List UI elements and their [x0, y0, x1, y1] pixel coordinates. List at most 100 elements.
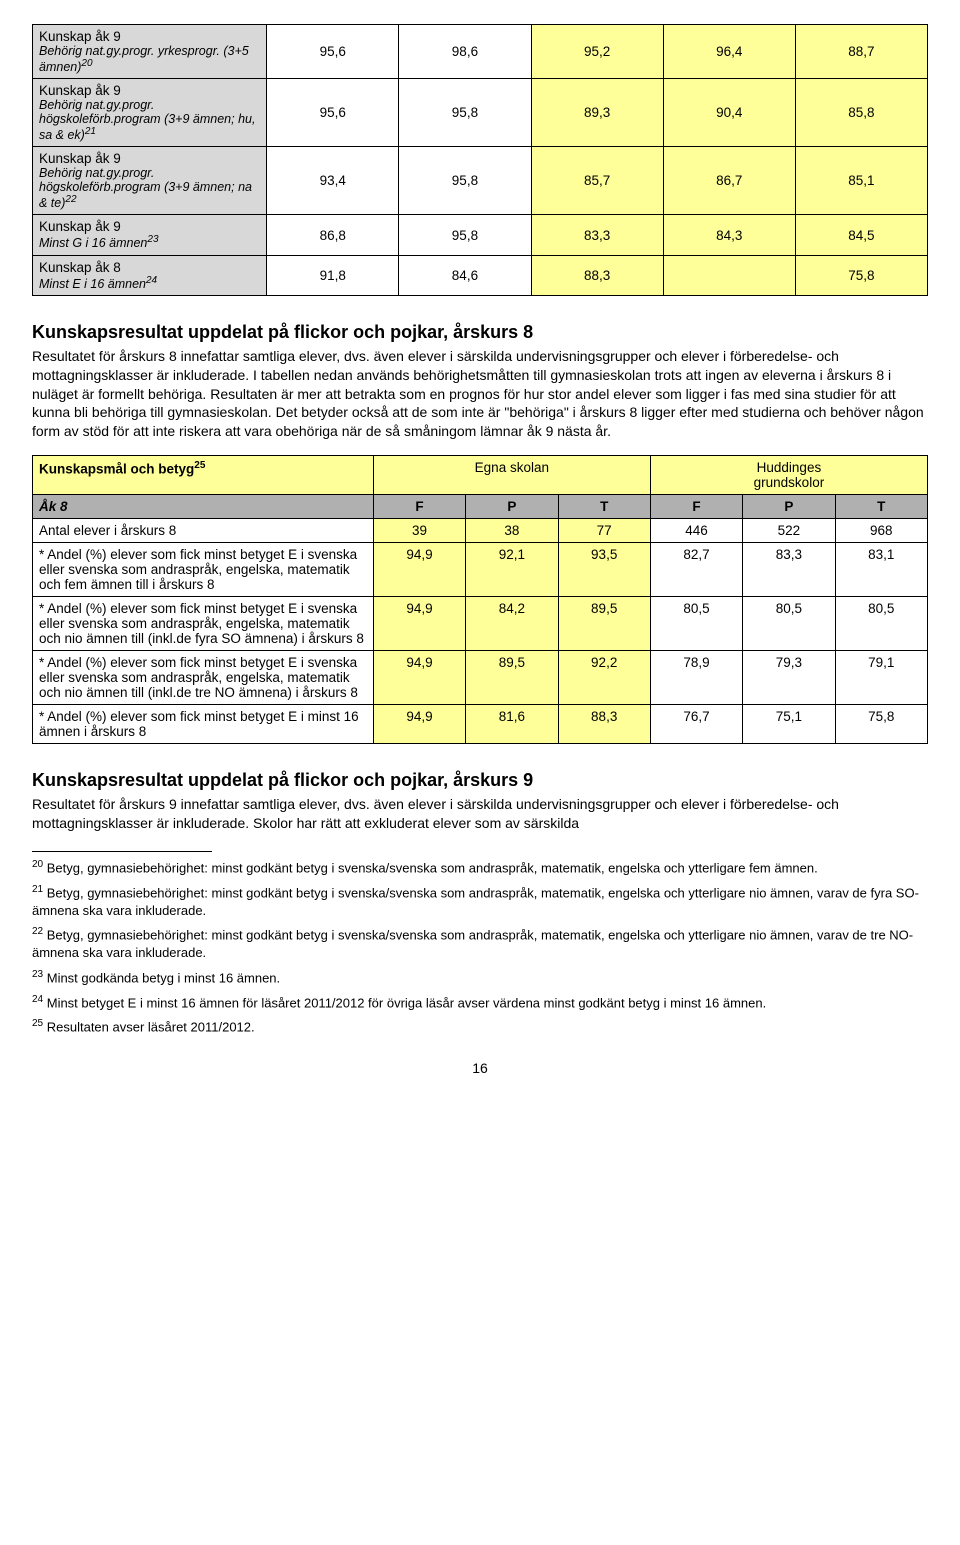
- row-value: 85,8: [795, 79, 927, 147]
- t2-row-value: 94,9: [373, 543, 465, 597]
- t2-sub-col: P: [743, 495, 835, 519]
- t2-row-value: 89,5: [466, 651, 558, 705]
- row-title: Kunskap åk 9: [39, 219, 260, 234]
- footnote: 21 Betyg, gymnasiebehörighet: minst godk…: [32, 883, 928, 919]
- row-value: 95,2: [531, 25, 663, 79]
- row-value: 86,7: [663, 147, 795, 215]
- row-value: 84,5: [795, 215, 927, 255]
- t2-subheader-row: Åk 8FPTFPT: [33, 495, 928, 519]
- table-row: * Andel (%) elever som fick minst betyge…: [33, 543, 928, 597]
- row-sup: 24: [146, 275, 157, 286]
- t2-row-label: * Andel (%) elever som fick minst betyge…: [33, 651, 374, 705]
- row-value: 75,8: [795, 255, 927, 295]
- t2-header-label-sup: 25: [194, 460, 205, 471]
- row-value: 89,3: [531, 79, 663, 147]
- section2-title: Kunskapsresultat uppdelat på flickor och…: [32, 770, 928, 791]
- row-sup: 22: [65, 194, 76, 205]
- t2-sub-col: P: [466, 495, 558, 519]
- row-value: 90,4: [663, 79, 795, 147]
- t2-row-value: 80,5: [743, 597, 835, 651]
- footnotes: 20 Betyg, gymnasiebehörighet: minst godk…: [32, 858, 928, 1036]
- t2-row-value: 84,2: [466, 597, 558, 651]
- row-value: 95,6: [267, 79, 399, 147]
- t2-sub-ak: Åk 8: [33, 495, 374, 519]
- table-row: Kunskap åk 8Minst E i 16 ämnen2491,884,6…: [33, 255, 928, 295]
- footnote-rule: [32, 851, 212, 852]
- row-sub: Minst E i 16 ämnen24: [39, 275, 260, 291]
- footnote-num: 25: [32, 1018, 43, 1029]
- t2-row-value: 77: [558, 519, 650, 543]
- t2-row-value: 968: [835, 519, 927, 543]
- table-row: Antal elever i årskurs 8393877446522968: [33, 519, 928, 543]
- footnote: 23 Minst godkända betyg i minst 16 ämnen…: [32, 968, 928, 987]
- row-sub: Behörig nat.gy.progr. yrkesprogr. (3+5 ä…: [39, 44, 260, 74]
- t2-row-value: 78,9: [650, 651, 742, 705]
- footnote-text: Betyg, gymnasiebehörighet: minst godkänt…: [32, 885, 919, 918]
- t2-row-value: 522: [743, 519, 835, 543]
- row-value: 88,3: [531, 255, 663, 295]
- row-value: 95,8: [399, 147, 531, 215]
- row-sub: Minst G i 16 ämnen23: [39, 234, 260, 250]
- row-value: 95,6: [267, 25, 399, 79]
- page-number: 16: [32, 1060, 928, 1076]
- footnote-text: Minst betyget E i minst 16 ämnen för läs…: [43, 995, 766, 1010]
- t2-sub-col: T: [558, 495, 650, 519]
- t2-row-value: 79,3: [743, 651, 835, 705]
- row-label: Kunskap åk 9Behörig nat.gy.progr. högsko…: [33, 79, 267, 147]
- row-sup: 23: [147, 234, 158, 245]
- row-title: Kunskap åk 8: [39, 260, 260, 275]
- row-value: 98,6: [399, 25, 531, 79]
- t2-row-value: 446: [650, 519, 742, 543]
- row-value: 91,8: [267, 255, 399, 295]
- row-sup: 21: [85, 126, 96, 137]
- footnote-text: Minst godkända betyg i minst 16 ämnen.: [43, 970, 280, 985]
- row-value: 86,8: [267, 215, 399, 255]
- footnote-num: 24: [32, 994, 43, 1005]
- table-kunskap-ak: Kunskap åk 9Behörig nat.gy.progr. yrkesp…: [32, 24, 928, 296]
- t2-row-label: * Andel (%) elever som fick minst betyge…: [33, 543, 374, 597]
- t2-row-value: 81,6: [466, 705, 558, 744]
- t2-header-hudd2: grundskolor: [754, 475, 825, 490]
- t2-row-label: * Andel (%) elever som fick minst betyge…: [33, 705, 374, 744]
- section1-body: Resultatet för årskurs 8 innefattar samt…: [32, 347, 928, 441]
- t2-row-value: 39: [373, 519, 465, 543]
- footnote-num: 20: [32, 859, 43, 870]
- row-sub: Behörig nat.gy.progr. högskoleförb.progr…: [39, 166, 260, 210]
- t2-row-value: 76,7: [650, 705, 742, 744]
- t2-row-value: 75,8: [835, 705, 927, 744]
- table-row: Kunskap åk 9Behörig nat.gy.progr. högsko…: [33, 147, 928, 215]
- row-value: 85,1: [795, 147, 927, 215]
- row-title: Kunskap åk 9: [39, 29, 260, 44]
- t2-row-value: 80,5: [835, 597, 927, 651]
- t2-row-value: 94,9: [373, 705, 465, 744]
- t2-header-label: Kunskapsmål och betyg25: [33, 456, 374, 495]
- row-value: 95,8: [399, 79, 531, 147]
- row-value: 84,3: [663, 215, 795, 255]
- t2-header-egna: Egna skolan: [373, 456, 650, 495]
- footnote-text: Betyg, gymnasiebehörighet: minst godkänt…: [43, 860, 818, 875]
- footnote: 22 Betyg, gymnasiebehörighet: minst godk…: [32, 925, 928, 961]
- row-value: 95,8: [399, 215, 531, 255]
- t2-row-label: * Andel (%) elever som fick minst betyge…: [33, 597, 374, 651]
- t2-row-value: 82,7: [650, 543, 742, 597]
- footnote-num: 21: [32, 884, 43, 895]
- row-value: 84,6: [399, 255, 531, 295]
- table-kunskapsmal-betyg: Kunskapsmål och betyg25 Egna skolan Hudd…: [32, 455, 928, 744]
- t2-header-hudd1: Huddinges: [757, 460, 822, 475]
- t2-header-hudd: Huddinges grundskolor: [650, 456, 927, 495]
- t2-header-label-text: Kunskapsmål och betyg: [39, 462, 194, 477]
- footnote-num: 22: [32, 926, 43, 937]
- t2-row-value: 75,1: [743, 705, 835, 744]
- footnote-text: Betyg, gymnasiebehörighet: minst godkänt…: [32, 928, 913, 961]
- row-value: 96,4: [663, 25, 795, 79]
- row-value: 93,4: [267, 147, 399, 215]
- t2-row-value: 83,3: [743, 543, 835, 597]
- row-title: Kunskap åk 9: [39, 83, 260, 98]
- footnote: 25 Resultaten avser läsåret 2011/2012.: [32, 1017, 928, 1036]
- row-label: Kunskap åk 8Minst E i 16 ämnen24: [33, 255, 267, 295]
- t2-row-value: 79,1: [835, 651, 927, 705]
- row-value: 83,3: [531, 215, 663, 255]
- t2-row-value: 83,1: [835, 543, 927, 597]
- table-row: Kunskap åk 9Behörig nat.gy.progr. högsko…: [33, 79, 928, 147]
- t2-sub-col: F: [373, 495, 465, 519]
